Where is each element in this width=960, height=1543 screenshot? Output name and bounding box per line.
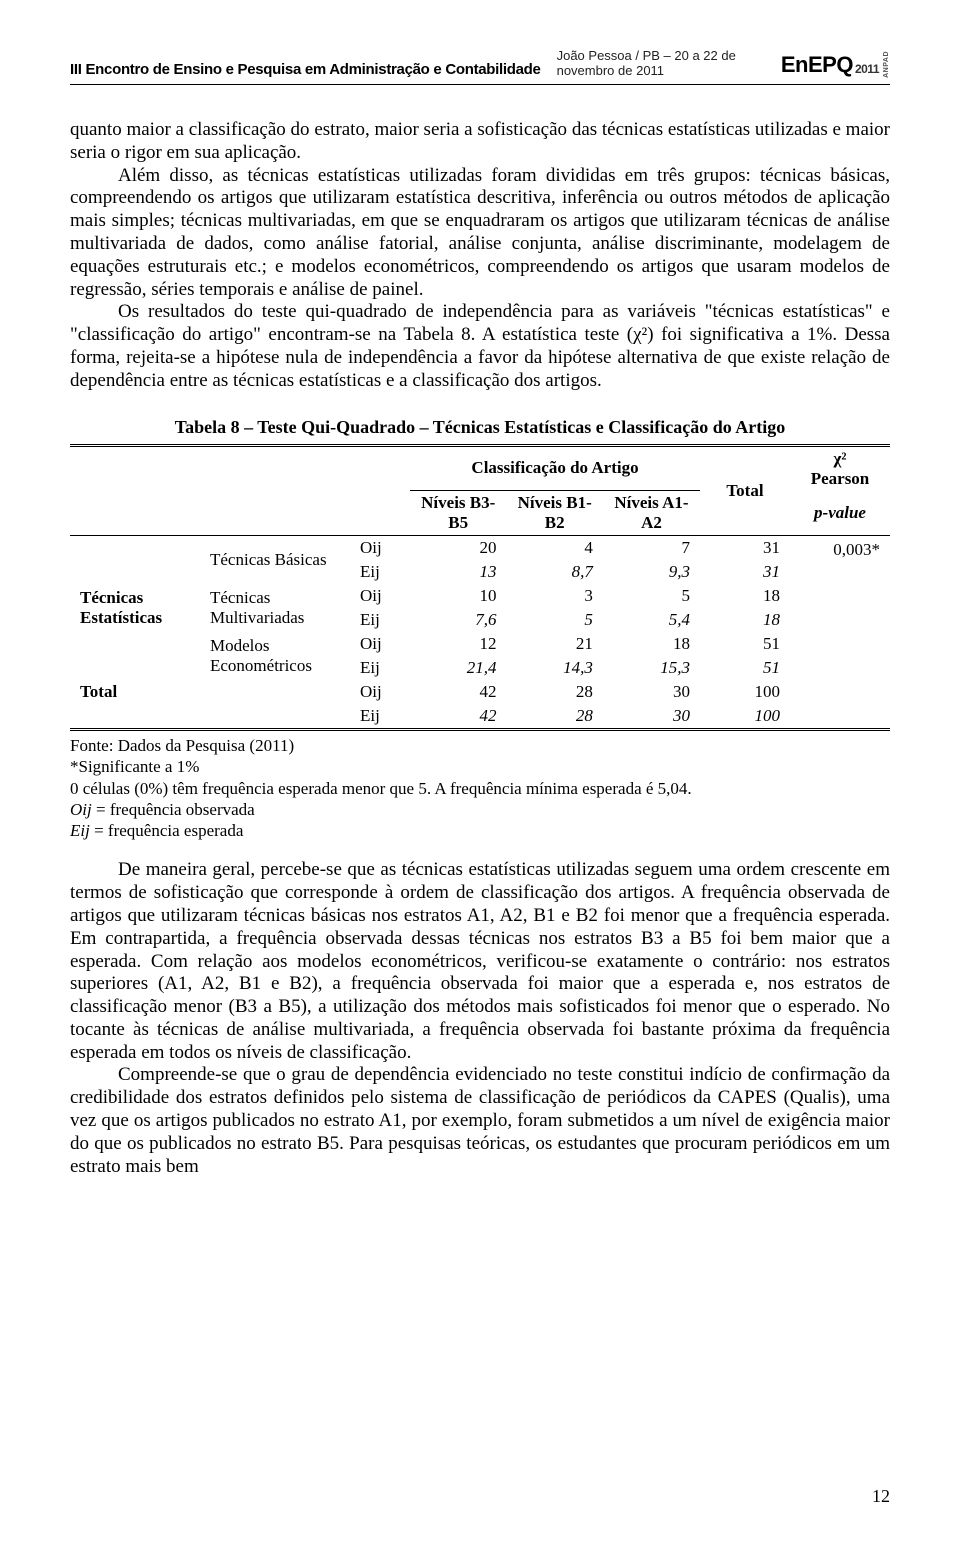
g2-oij-1: 21 <box>506 632 602 656</box>
note-1: Fonte: Dados da Pesquisa (2011) <box>70 735 890 756</box>
g2-eij-2: 15,3 <box>603 656 700 680</box>
group-1-name: Técnicas Multivariadas <box>200 584 350 632</box>
g0-eij-1: 8,7 <box>506 560 602 584</box>
g0-eij-2: 9,3 <box>603 560 700 584</box>
header-rule <box>70 84 890 85</box>
col-total-header: Total <box>700 445 790 536</box>
note-4-oij: Oij <box>70 800 92 819</box>
g1-oij-0: 10 <box>410 584 506 608</box>
tot-oij-2: 30 <box>603 680 700 704</box>
paragraph-5: Compreende-se que o grau de dependência … <box>70 1064 890 1178</box>
col-level-1: Níveis B1-B2 <box>506 491 602 536</box>
g2-oij-3: 51 <box>700 632 790 656</box>
paragraph-1: quanto maior a classificação do estrato,… <box>70 119 890 165</box>
oij-label: Oij <box>350 632 410 656</box>
note-5: Eij = frequência esperada <box>70 820 890 841</box>
g0-oij-3: 31 <box>700 536 790 561</box>
g0-eij-3: 31 <box>700 560 790 584</box>
note-5-text: = frequência esperada <box>90 821 244 840</box>
table-caption: Tabela 8 – Teste Qui-Quadrado – Técnicas… <box>70 417 890 438</box>
event-logo: EnEPQ 2011 ANPAD <box>781 51 890 78</box>
row-group-label: Técnicas Estatísticas <box>70 536 200 681</box>
group-2-name: Modelos Econométricos <box>200 632 350 680</box>
g2-oij-0: 12 <box>410 632 506 656</box>
g0-eij-0: 13 <box>410 560 506 584</box>
g2-eij-0: 21,4 <box>410 656 506 680</box>
eij-label: Eij <box>350 704 410 730</box>
g1-eij-0: 7,6 <box>410 608 506 632</box>
oij-label: Oij <box>350 680 410 704</box>
tot-eij-1: 28 <box>506 704 602 730</box>
event-location-dates: João Pessoa / PB – 20 a 22 de novembro d… <box>557 48 781 78</box>
chi2-header: χ² Pearson <box>790 445 890 491</box>
tot-eij-2: 30 <box>603 704 700 730</box>
g1-eij-1: 5 <box>506 608 602 632</box>
g0-oij-1: 4 <box>506 536 602 561</box>
eij-label: Eij <box>350 608 410 632</box>
page-header: III Encontro de Ensino e Pesquisa em Adm… <box>70 48 890 78</box>
logo-anpad-text: ANPAD <box>883 51 890 78</box>
table-notes: Fonte: Dados da Pesquisa (2011) *Signifi… <box>70 735 890 841</box>
g1-eij-3: 18 <box>700 608 790 632</box>
group-0-name: Técnicas Básicas <box>200 536 350 585</box>
g1-oij-3: 18 <box>700 584 790 608</box>
col-level-2: Níveis A1-A2 <box>603 491 700 536</box>
paragraph-4: De maneira geral, percebe-se que as técn… <box>70 859 890 1064</box>
eij-label: Eij <box>350 560 410 584</box>
note-5-eij: Eij <box>70 821 90 840</box>
g2-eij-3: 51 <box>700 656 790 680</box>
oij-label: Oij <box>350 536 410 561</box>
logo-epq-text: EPQ <box>808 52 853 78</box>
row-total-label: Total <box>70 680 350 704</box>
tot-oij-3: 100 <box>700 680 790 704</box>
tot-eij-3: 100 <box>700 704 790 730</box>
logo-year-text: 2011 <box>855 62 879 76</box>
tot-oij-1: 28 <box>506 680 602 704</box>
paragraph-3: Os resultados do teste qui-quadrado de i… <box>70 301 890 392</box>
g1-oij-2: 5 <box>603 584 700 608</box>
page: III Encontro de Ensino e Pesquisa em Adm… <box>0 0 960 1543</box>
g0-oij-2: 7 <box>603 536 700 561</box>
paragraph-2: Além disso, as técnicas estatísticas uti… <box>70 165 890 302</box>
g1-eij-2: 5,4 <box>603 608 700 632</box>
tot-eij-0: 42 <box>410 704 506 730</box>
g0-oij-0: 20 <box>410 536 506 561</box>
note-4: Oij = frequência observada <box>70 799 890 820</box>
tot-oij-0: 42 <box>410 680 506 704</box>
col-pvalue-header: p-value <box>790 491 890 536</box>
chi-square-table: Classificação do Artigo Total χ² Pearson… <box>70 444 890 732</box>
g1-oij-1: 3 <box>506 584 602 608</box>
logo-en-text: En <box>781 52 808 78</box>
eij-label: Eij <box>350 656 410 680</box>
note-4-text: = frequência observada <box>92 800 255 819</box>
event-title: III Encontro de Ensino e Pesquisa em Adm… <box>70 61 541 78</box>
note-3: 0 células (0%) têm frequência esperada m… <box>70 778 890 799</box>
note-2: *Significante a 1% <box>70 756 890 777</box>
g2-eij-1: 14,3 <box>506 656 602 680</box>
page-number: 12 <box>872 1486 890 1507</box>
col-level-0: Níveis B3-B5 <box>410 491 506 536</box>
oij-label: Oij <box>350 584 410 608</box>
chi2-value: 0,003* <box>790 536 890 730</box>
col-group-header: Classificação do Artigo <box>410 445 700 491</box>
g2-oij-2: 18 <box>603 632 700 656</box>
